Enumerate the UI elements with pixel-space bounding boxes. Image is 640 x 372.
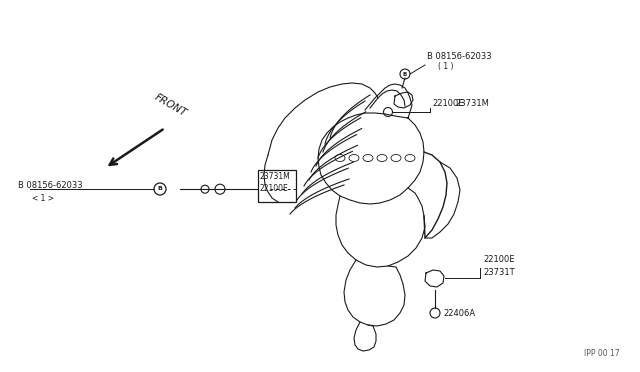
Text: < 1 >: < 1 > bbox=[32, 194, 54, 203]
Text: 23731T: 23731T bbox=[483, 268, 515, 277]
Text: 22100E: 22100E bbox=[259, 184, 288, 193]
Bar bbox=[258, 170, 296, 202]
Text: B: B bbox=[403, 71, 407, 77]
Text: 23731M: 23731M bbox=[259, 172, 290, 181]
Text: ( 1 ): ( 1 ) bbox=[438, 62, 454, 71]
Text: FRONT: FRONT bbox=[153, 92, 189, 118]
Text: 22100E: 22100E bbox=[432, 99, 463, 108]
Text: B 08156-62033: B 08156-62033 bbox=[427, 52, 492, 61]
Text: IPP 00 17: IPP 00 17 bbox=[584, 349, 620, 358]
Text: 22100E: 22100E bbox=[483, 255, 515, 264]
Text: B 08156-62033: B 08156-62033 bbox=[18, 181, 83, 190]
Text: 23731M: 23731M bbox=[455, 99, 489, 108]
Text: B: B bbox=[157, 186, 163, 192]
Text: 22406A: 22406A bbox=[443, 308, 475, 317]
